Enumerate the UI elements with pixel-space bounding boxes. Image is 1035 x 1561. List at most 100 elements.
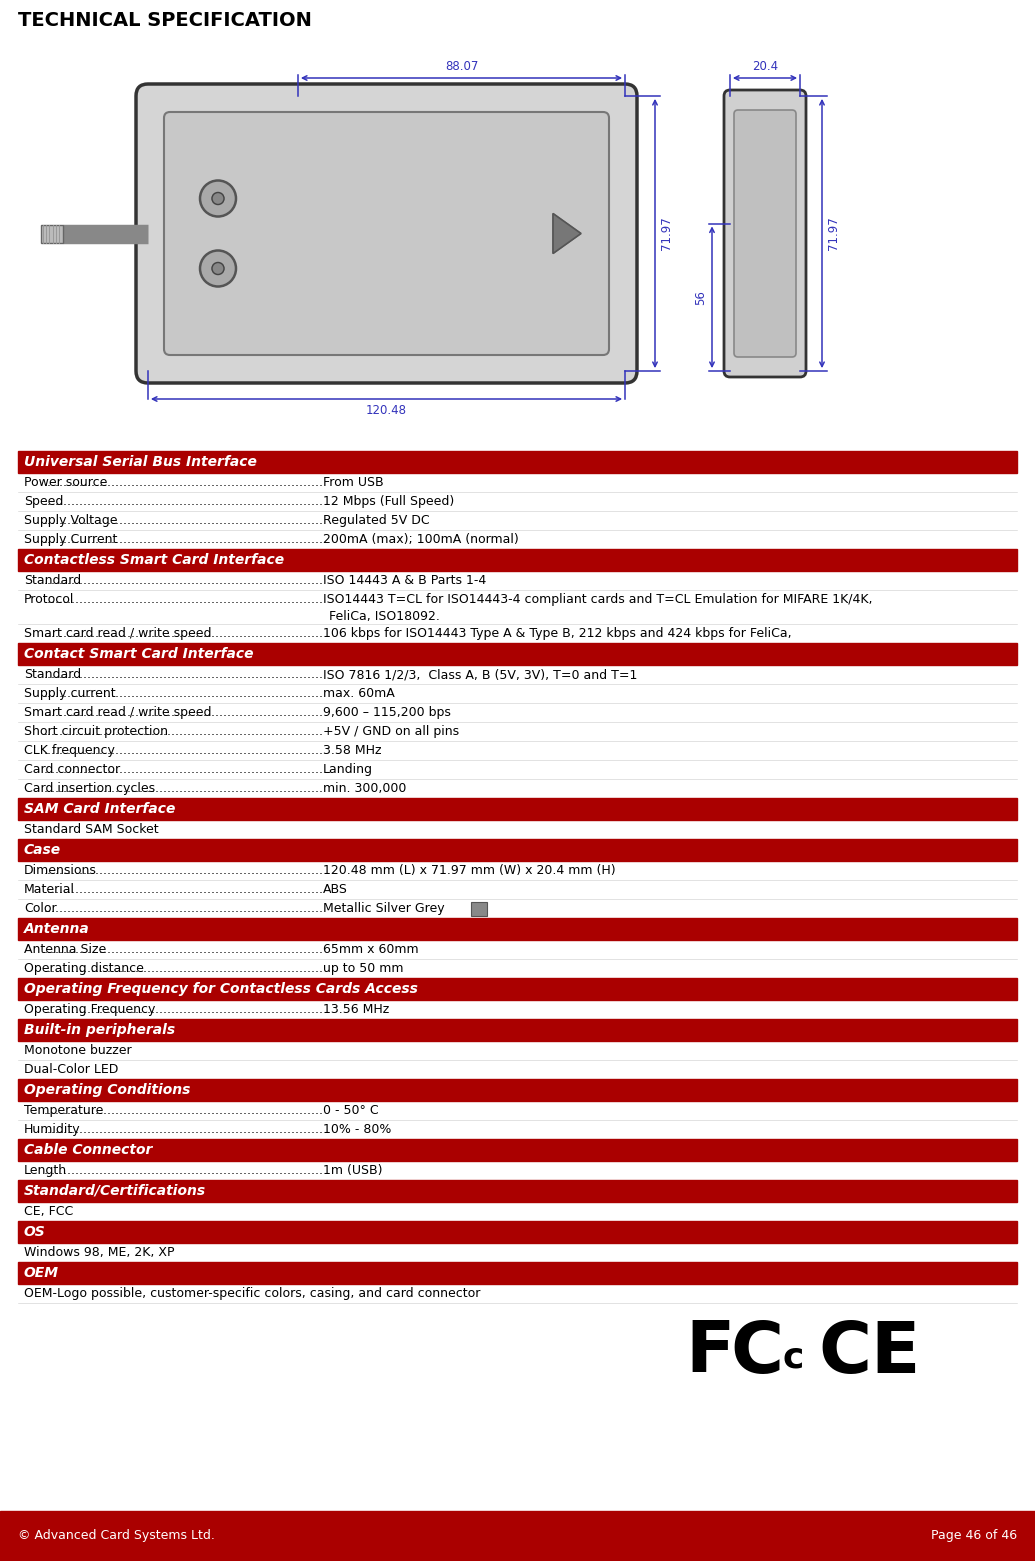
Text: © Advanced Card Systems Ltd.: © Advanced Card Systems Ltd. bbox=[18, 1530, 215, 1542]
Text: SAM Card Interface: SAM Card Interface bbox=[24, 802, 175, 816]
Text: Color: Color bbox=[24, 902, 57, 915]
Text: ......................................................................: ........................................… bbox=[45, 628, 324, 640]
Text: Card connector: Card connector bbox=[24, 763, 120, 776]
Bar bbox=[18, 1180, 1017, 1202]
Text: Operating Frequency for Contactless Cards Access: Operating Frequency for Contactless Card… bbox=[24, 982, 418, 996]
Text: Standard SAM Socket: Standard SAM Socket bbox=[24, 823, 158, 837]
Text: ......................................................................: ........................................… bbox=[45, 514, 324, 528]
Circle shape bbox=[212, 262, 224, 275]
Text: ......................................................................: ........................................… bbox=[45, 884, 324, 896]
Bar bbox=[18, 798, 1017, 820]
Bar bbox=[41, 225, 63, 242]
Text: Metallic Silver Grey: Metallic Silver Grey bbox=[323, 902, 445, 915]
Text: Protocol: Protocol bbox=[24, 593, 75, 606]
Bar bbox=[0, 1511, 1035, 1561]
Text: Smart card read / write speed: Smart card read / write speed bbox=[24, 706, 211, 720]
Bar bbox=[18, 979, 1017, 1001]
Bar bbox=[18, 838, 1017, 862]
Text: Power source: Power source bbox=[24, 476, 108, 489]
Text: Cable Connector: Cable Connector bbox=[24, 1143, 152, 1157]
Text: Windows 98, ME, 2K, XP: Windows 98, ME, 2K, XP bbox=[24, 1246, 175, 1260]
Text: ......................................................................: ........................................… bbox=[45, 745, 324, 757]
Bar bbox=[18, 1079, 1017, 1101]
Text: ISO14443 T=CL for ISO14443-4 compliant cards and T=CL Emulation for MIFARE 1K/4K: ISO14443 T=CL for ISO14443-4 compliant c… bbox=[323, 593, 873, 606]
Text: max. 60mA: max. 60mA bbox=[323, 687, 394, 699]
Text: Antenna Size: Antenna Size bbox=[24, 943, 107, 955]
Text: ABS: ABS bbox=[323, 884, 348, 896]
Text: ......................................................................: ........................................… bbox=[45, 1004, 324, 1016]
Bar bbox=[18, 1221, 1017, 1243]
Text: ......................................................................: ........................................… bbox=[45, 943, 324, 955]
Bar bbox=[18, 1019, 1017, 1041]
Text: Standard: Standard bbox=[24, 574, 81, 587]
Text: OEM: OEM bbox=[24, 1266, 59, 1280]
Text: CE, FCC: CE, FCC bbox=[24, 1205, 73, 1218]
Text: Universal Serial Bus Interface: Universal Serial Bus Interface bbox=[24, 454, 257, 468]
Text: Dimensions: Dimensions bbox=[24, 863, 97, 877]
Text: Speed: Speed bbox=[24, 495, 63, 507]
Text: 0 - 50° C: 0 - 50° C bbox=[323, 1104, 379, 1118]
Text: Contactless Smart Card Interface: Contactless Smart Card Interface bbox=[24, 553, 285, 567]
Text: ......................................................................: ........................................… bbox=[45, 902, 324, 915]
Text: CLK frequency: CLK frequency bbox=[24, 745, 115, 757]
Text: Card insertion cycles: Card insertion cycles bbox=[24, 782, 155, 795]
Bar bbox=[18, 1140, 1017, 1161]
Text: ......................................................................: ........................................… bbox=[45, 962, 324, 976]
Bar bbox=[18, 918, 1017, 940]
Text: From USB: From USB bbox=[323, 476, 384, 489]
FancyBboxPatch shape bbox=[164, 112, 609, 354]
Text: ......................................................................: ........................................… bbox=[45, 476, 324, 489]
Text: Monotone buzzer: Monotone buzzer bbox=[24, 1044, 131, 1057]
Text: 71.97: 71.97 bbox=[660, 217, 673, 250]
Text: 3.58 MHz: 3.58 MHz bbox=[323, 745, 382, 757]
Text: up to 50 mm: up to 50 mm bbox=[323, 962, 404, 976]
Text: Operating Conditions: Operating Conditions bbox=[24, 1083, 190, 1097]
Bar bbox=[18, 1261, 1017, 1285]
Text: Page 46 of 46: Page 46 of 46 bbox=[930, 1530, 1017, 1542]
Text: min. 300,000: min. 300,000 bbox=[323, 782, 407, 795]
Text: Supply current: Supply current bbox=[24, 687, 116, 699]
Text: TECHNICAL SPECIFICATION: TECHNICAL SPECIFICATION bbox=[18, 11, 312, 30]
Polygon shape bbox=[553, 214, 581, 253]
Bar bbox=[18, 643, 1017, 665]
Text: Dual-Color LED: Dual-Color LED bbox=[24, 1063, 118, 1076]
Text: 12 Mbps (Full Speed): 12 Mbps (Full Speed) bbox=[323, 495, 454, 507]
Text: C: C bbox=[731, 1319, 783, 1388]
Text: Standard: Standard bbox=[24, 668, 81, 681]
Text: 71.97: 71.97 bbox=[827, 217, 840, 250]
Text: Smart card read / write speed: Smart card read / write speed bbox=[24, 628, 211, 640]
Text: 56: 56 bbox=[694, 290, 707, 304]
Text: 10% - 80%: 10% - 80% bbox=[323, 1122, 391, 1136]
Text: ......................................................................: ........................................… bbox=[45, 1122, 324, 1136]
Text: Standard/Certifications: Standard/Certifications bbox=[24, 1183, 206, 1197]
Text: 88.07: 88.07 bbox=[445, 59, 478, 73]
Text: Contact Smart Card Interface: Contact Smart Card Interface bbox=[24, 646, 254, 660]
Text: 13.56 MHz: 13.56 MHz bbox=[323, 1004, 389, 1016]
Text: Operating distance: Operating distance bbox=[24, 962, 144, 976]
Text: 1m (USB): 1m (USB) bbox=[323, 1165, 383, 1177]
Text: Material: Material bbox=[24, 884, 75, 896]
Text: ......................................................................: ........................................… bbox=[45, 1104, 324, 1118]
Text: ......................................................................: ........................................… bbox=[45, 593, 324, 606]
Text: ......................................................................: ........................................… bbox=[45, 687, 324, 699]
Text: Supply Voltage: Supply Voltage bbox=[24, 514, 118, 528]
Text: 120.48: 120.48 bbox=[366, 404, 407, 417]
Text: ......................................................................: ........................................… bbox=[45, 863, 324, 877]
Text: Regulated 5V DC: Regulated 5V DC bbox=[323, 514, 430, 528]
Bar bbox=[471, 902, 487, 915]
Text: 9,600 – 115,200 bps: 9,600 – 115,200 bps bbox=[323, 706, 451, 720]
Text: ......................................................................: ........................................… bbox=[45, 763, 324, 776]
Text: ......................................................................: ........................................… bbox=[45, 1165, 324, 1177]
FancyBboxPatch shape bbox=[136, 84, 637, 382]
Text: FeliCa, ISO18092.: FeliCa, ISO18092. bbox=[329, 610, 440, 623]
Text: ......................................................................: ........................................… bbox=[45, 495, 324, 507]
Text: ISO 14443 A & B Parts 1-4: ISO 14443 A & B Parts 1-4 bbox=[323, 574, 486, 587]
Text: 20.4: 20.4 bbox=[752, 59, 778, 73]
Text: Landing: Landing bbox=[323, 763, 373, 776]
Text: 120.48 mm (L) x 71.97 mm (W) x 20.4 mm (H): 120.48 mm (L) x 71.97 mm (W) x 20.4 mm (… bbox=[323, 863, 616, 877]
Text: 65mm x 60mm: 65mm x 60mm bbox=[323, 943, 418, 955]
Text: F: F bbox=[685, 1319, 735, 1388]
Text: ISO 7816 1/2/3,  Class A, B (5V, 3V), T=0 and T=1: ISO 7816 1/2/3, Class A, B (5V, 3V), T=0… bbox=[323, 668, 638, 681]
Text: Built-in peripherals: Built-in peripherals bbox=[24, 1022, 175, 1037]
Text: Supply Current: Supply Current bbox=[24, 532, 117, 546]
